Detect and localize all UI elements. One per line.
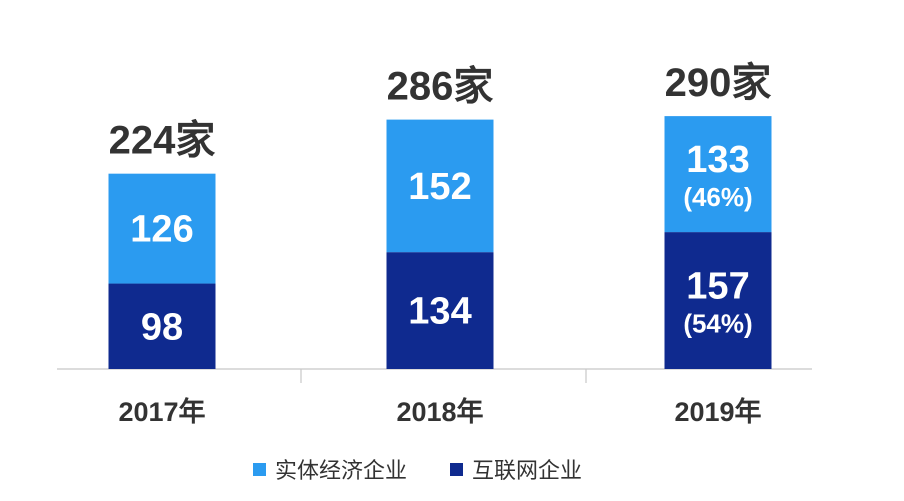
legend: 实体经济企业 互联网企业 (253, 459, 582, 484)
real-economy-percent-label: (46%) (683, 182, 752, 212)
internet-value-label: 157 (686, 266, 749, 308)
legend-label-real-economy: 实体经济企业 (275, 459, 407, 484)
bar-segment-real-economy (664, 116, 772, 233)
labels-layer: 98 126 224家 2017年 134 152 286家 2018年 157(54%) 133… (109, 61, 772, 427)
bar-segment-internet (108, 283, 216, 369)
real-economy-value-label: 126 (130, 209, 193, 251)
x-axis-tick-label: 2019年 (674, 396, 761, 427)
legend-swatch-internet (450, 463, 463, 476)
axis-layer (57, 368, 812, 383)
bar-total-label: 290家 (665, 61, 772, 105)
bar-segment-internet (386, 252, 494, 369)
legend-label-internet: 互联网企业 (472, 459, 582, 484)
internet-value-label: 134 (408, 291, 471, 333)
bar-total-label: 224家 (109, 119, 216, 163)
bar-segment-real-economy (386, 119, 494, 253)
real-economy-value-label: 133 (686, 139, 749, 181)
legend-swatch-real-economy (253, 463, 266, 476)
internet-value-label: 98 (141, 306, 183, 348)
x-axis-tick-label: 2017年 (118, 396, 205, 427)
bar-total-label: 286家 (387, 65, 494, 109)
bar-segment-internet (664, 232, 772, 369)
bar-segment-real-economy (108, 173, 216, 284)
bars-layer (108, 116, 772, 369)
x-axis-tick-label: 2018年 (396, 396, 483, 427)
internet-percent-label: (54%) (683, 309, 752, 339)
real-economy-value-label: 152 (408, 166, 471, 208)
